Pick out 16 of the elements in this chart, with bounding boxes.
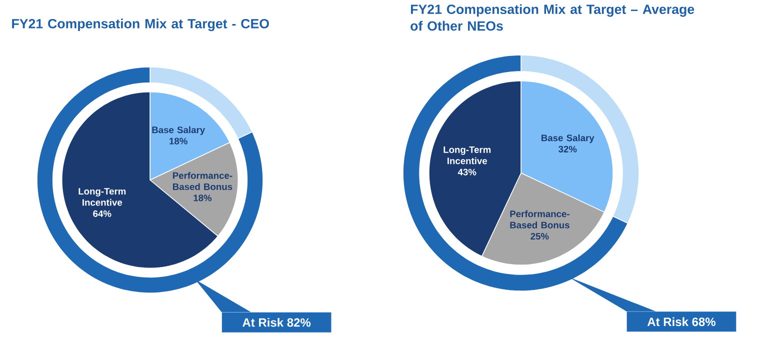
slice-label: Long-Term Incentive (444, 146, 491, 164)
text: At Risk 68% (647, 317, 716, 326)
chart-title: FY21 Compensation Mix at Target - CEO (12, 18, 269, 32)
slice-label: Base Salary (152, 126, 206, 136)
slice-label: Long-Term Incentive (78, 188, 126, 206)
slice-label: Base Salary (542, 134, 594, 144)
data-label: 25% (530, 232, 549, 240)
data-label: 43% (458, 168, 476, 176)
data-label: 18% (194, 194, 212, 202)
data-label: 32% (558, 146, 577, 152)
slice-label: Performance-Based Bonus (173, 172, 232, 190)
chart-title: FY21 Compensation Mix at Target – Average of Other NEOs (410, 4, 694, 31)
data-label: 18% (170, 138, 188, 144)
slice-label: Performance-Based Bonus (510, 210, 570, 228)
data-label: 64% (93, 210, 112, 217)
text: At Risk 82% (242, 318, 311, 327)
